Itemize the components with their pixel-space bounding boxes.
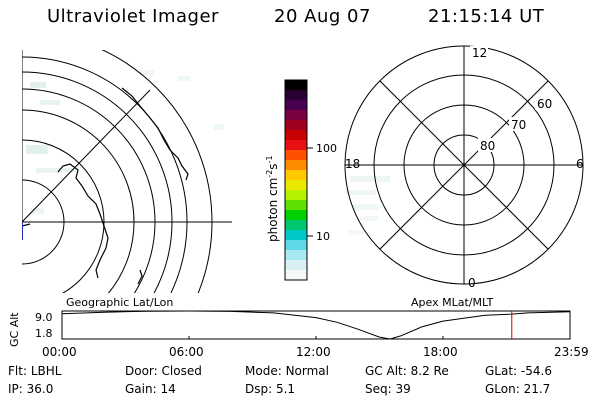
status-seq: Seq: 39 bbox=[365, 382, 411, 396]
status-flt: Flt: LBHL bbox=[8, 364, 62, 378]
timeline-ticks bbox=[61, 336, 571, 339]
coastline bbox=[137, 269, 143, 285]
coastline bbox=[121, 87, 189, 181]
colorbar-cell bbox=[285, 200, 307, 211]
status-dsp: Dsp: 5.1 bbox=[245, 382, 296, 396]
colorbar-cell bbox=[285, 220, 307, 231]
colorbar-cell bbox=[285, 130, 307, 141]
xtick-label-0600: 06:00 bbox=[169, 345, 204, 359]
colorbar-cell bbox=[285, 170, 307, 181]
polar-labels: 80 70 60 12 18 6 0 bbox=[345, 46, 584, 290]
colorbar-cell bbox=[285, 100, 307, 111]
colorbar-cell bbox=[285, 150, 307, 161]
instrument-title: Ultraviolet Imager bbox=[47, 6, 219, 27]
xtick-label-1200: 12:00 bbox=[296, 345, 331, 359]
colorbar-cell bbox=[285, 250, 307, 261]
mlt-label-6: 6 bbox=[576, 157, 584, 171]
colorbar-cell bbox=[285, 240, 307, 251]
uv-emission-speckle bbox=[346, 176, 390, 235]
mlt-label-18: 18 bbox=[345, 157, 360, 171]
xtick-label-2359: 23:59 bbox=[554, 345, 589, 359]
time-label: 21:15:14 UT bbox=[428, 6, 545, 27]
colorbar-cell bbox=[285, 140, 307, 151]
mlt-label-0: 0 bbox=[468, 276, 476, 290]
colorbar-cell bbox=[285, 260, 307, 271]
colorbar-cell bbox=[285, 120, 307, 131]
coastline bbox=[57, 163, 109, 279]
uv-emission-speckle bbox=[26, 70, 224, 214]
status-gc-alt: GC Alt: 8.2 Re bbox=[365, 364, 449, 378]
orbit-altitude-line bbox=[61, 310, 571, 340]
colorbar-labels: 100 10 photon cm-2s-1 bbox=[265, 142, 337, 243]
status-gain: Gain: 14 bbox=[125, 382, 176, 396]
colorbar-cell bbox=[285, 110, 307, 121]
colorbar-cell bbox=[285, 180, 307, 191]
meridian bbox=[22, 89, 151, 223]
coastline bbox=[22, 223, 31, 227]
right-panel-caption: Apex MLat/MLT bbox=[411, 296, 494, 309]
colorbar-cell bbox=[285, 160, 307, 171]
colorbar-cell bbox=[285, 230, 307, 241]
xtick-label-0000: 00:00 bbox=[42, 345, 77, 359]
colorbar-cell bbox=[285, 90, 307, 101]
colorbar-cell bbox=[285, 210, 307, 221]
status-door: Door: Closed bbox=[125, 364, 202, 378]
colorbar-unit-label: photon cm-2s-1 bbox=[265, 155, 280, 242]
left-panel-caption: Geographic Lat/Lon bbox=[66, 296, 174, 309]
color-bar bbox=[284, 79, 313, 281]
mlat-label-60: 60 bbox=[537, 97, 552, 111]
colorbar-cell bbox=[285, 270, 307, 281]
colorbar-tick-label: 10 bbox=[316, 230, 330, 243]
colorbar-cell bbox=[285, 190, 307, 201]
timeline-ytop-label: 9.0 bbox=[35, 311, 53, 324]
polar-plot bbox=[344, 45, 584, 285]
date-label: 20 Aug 07 bbox=[274, 6, 371, 27]
status-mode: Mode: Normal bbox=[245, 364, 329, 378]
status-glat: GLat: -54.6 bbox=[485, 364, 552, 378]
colorbar-cell bbox=[285, 80, 307, 91]
geographic-map bbox=[22, 50, 232, 293]
timeline-ylabel: GC Alt bbox=[8, 312, 21, 347]
status-ip: IP: 36.0 bbox=[8, 382, 54, 396]
mlt-label-12: 12 bbox=[472, 46, 487, 60]
status-glon: GLon: 21.7 bbox=[485, 382, 551, 396]
mlt-line bbox=[379, 80, 549, 250]
mlat-label-70: 70 bbox=[511, 118, 526, 132]
xtick-label-1800: 18:00 bbox=[423, 345, 458, 359]
orbit-timeline bbox=[61, 310, 571, 340]
mlat-label-80: 80 bbox=[480, 139, 495, 153]
colorbar-tick-label: 100 bbox=[316, 142, 337, 155]
timeline-ybottom-label: 1.8 bbox=[35, 327, 53, 340]
